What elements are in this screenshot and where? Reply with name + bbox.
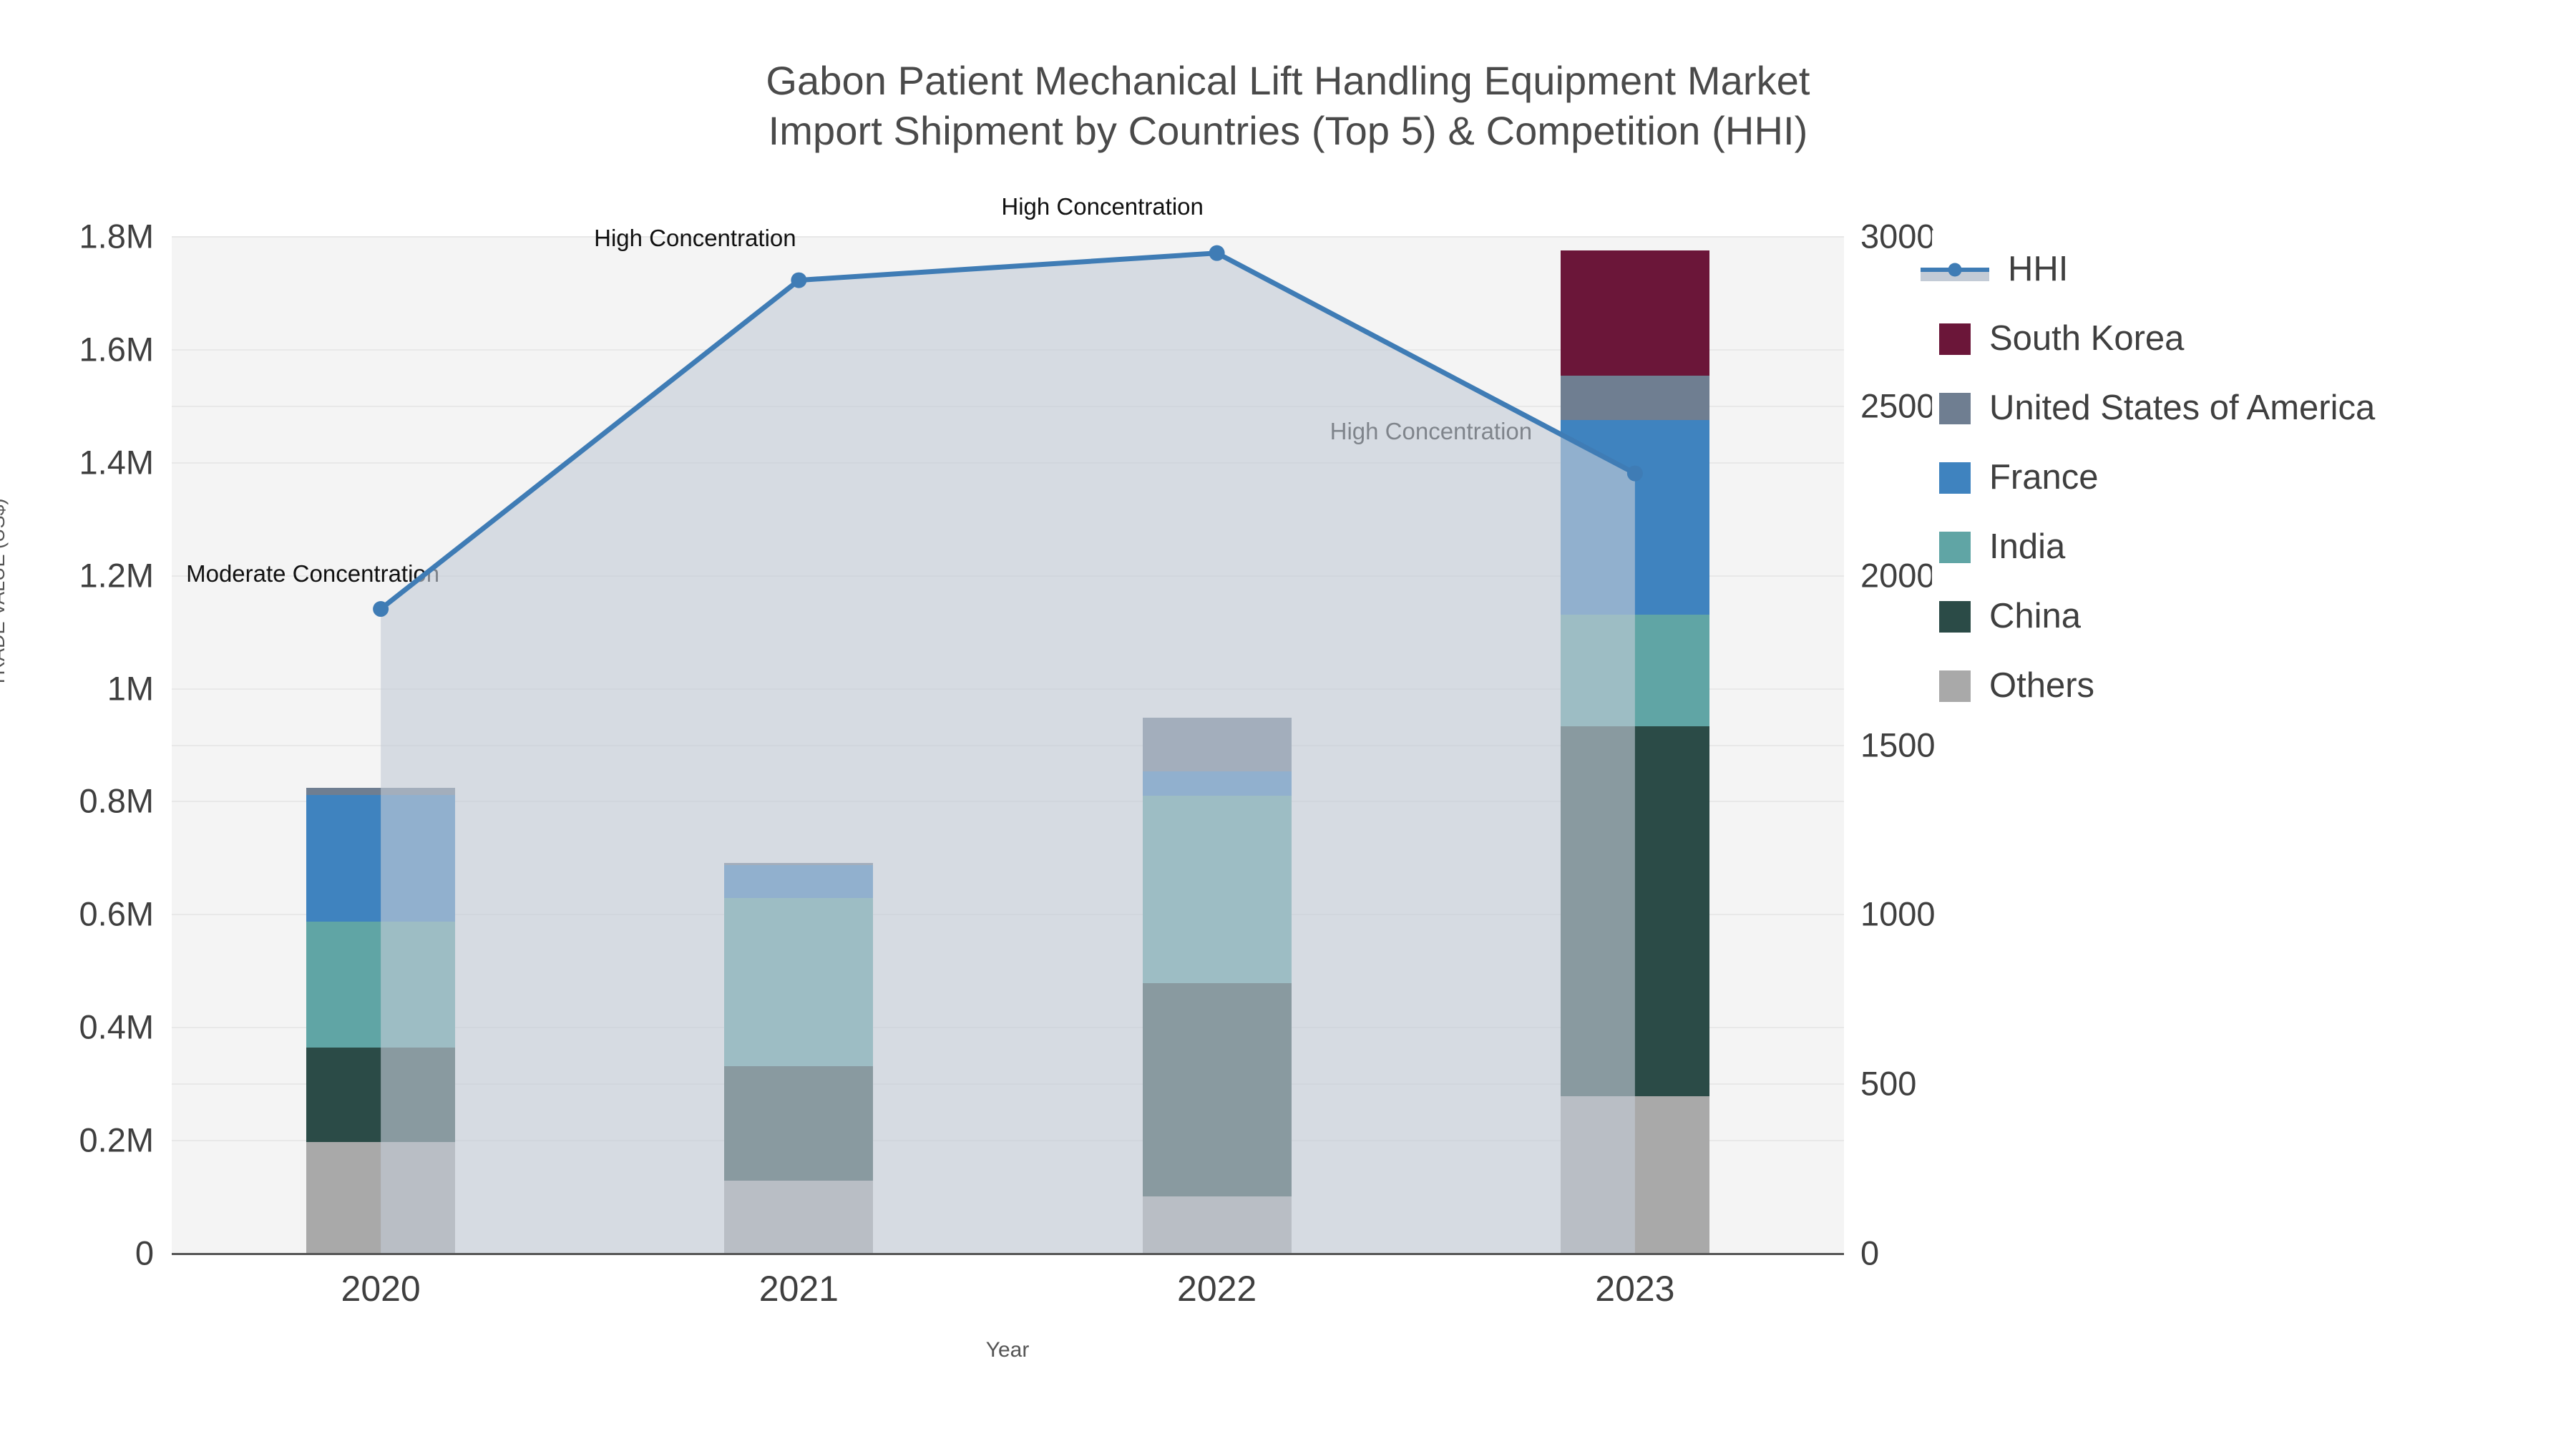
chart-title: Gabon Patient Mechanical Lift Handling E… xyxy=(0,56,2576,156)
legend-color-swatch xyxy=(1939,670,1971,702)
bar-segment[interactable] xyxy=(1560,375,1709,420)
x-axis-tick-label: 2022 xyxy=(1177,1269,1257,1309)
hhi-annotation-label: High Concentration xyxy=(1001,192,1204,220)
y-axis-left-tick-label: 1.6M xyxy=(79,330,155,369)
bar-segment[interactable] xyxy=(1560,726,1709,1097)
bar-segment[interactable] xyxy=(1560,250,1709,376)
legend-color-swatch xyxy=(1939,462,1971,494)
x-axis-title: Year xyxy=(985,1338,1030,1362)
y-axis-right-tick-label: 500 xyxy=(1860,1064,1917,1103)
y-axis-left-tick-label: 0.4M xyxy=(79,1008,155,1046)
bar-segment[interactable] xyxy=(1142,982,1292,1197)
y-axis-left-tick-label: 1.2M xyxy=(79,556,155,595)
bar-segment[interactable] xyxy=(724,1066,874,1181)
legend-item-label: Others xyxy=(1989,666,2095,705)
y-axis-right-tick-label: 1500 xyxy=(1860,726,1936,763)
legend-color-swatch xyxy=(1939,323,1971,355)
y-axis-left-tick-label: 0.8M xyxy=(79,781,155,820)
hhi-annotation-label: High Concentration xyxy=(1330,417,1533,444)
y-axis-left-tick-label: 0 xyxy=(135,1234,154,1272)
legend-item-label: United States of America xyxy=(1989,389,2376,427)
bar-segment[interactable] xyxy=(306,1142,456,1253)
legend-item[interactable]: China xyxy=(1939,582,2375,651)
bar-segment[interactable] xyxy=(306,788,456,795)
legend-color-swatch xyxy=(1939,392,1971,424)
bar-segment[interactable] xyxy=(306,794,456,922)
hhi-annotation-label: Moderate Concentration xyxy=(186,560,440,587)
legend-color-swatch xyxy=(1939,600,1971,633)
chart-title-line-1: Gabon Patient Mechanical Lift Handling E… xyxy=(766,58,1810,103)
hhi-annotation-label: High Concentration xyxy=(594,224,796,251)
bar-segment[interactable] xyxy=(306,922,456,1048)
legend-item-label: HHI xyxy=(2008,250,2069,288)
bar-segment[interactable] xyxy=(1560,614,1709,727)
bar-segment[interactable] xyxy=(724,865,874,899)
bar-segment[interactable] xyxy=(1142,717,1292,771)
legend-item[interactable]: Others xyxy=(1939,651,2375,721)
x-axis-tick-label: 2021 xyxy=(758,1269,839,1309)
gridline xyxy=(172,236,1844,238)
bar-segment[interactable] xyxy=(724,863,874,866)
legend-item-label: France xyxy=(1989,458,2099,497)
y-axis-right-tick-label: 3000 xyxy=(1860,217,1936,255)
y-axis-left-tick-label: 0.2M xyxy=(79,1121,155,1159)
legend-line-marker-icon xyxy=(1921,254,1989,286)
y-axis-right-tick-label: 1000 xyxy=(1860,894,1936,933)
y-axis-left-tick-label: 1M xyxy=(107,669,154,708)
y-axis-title-left: TRADE VALUE (US$) xyxy=(0,498,9,687)
legend-item[interactable]: South Korea xyxy=(1939,304,2375,374)
x-axis-tick-label: 2023 xyxy=(1595,1269,1675,1309)
bar-segment[interactable] xyxy=(1560,419,1709,615)
legend-item-label: China xyxy=(1989,597,2082,635)
y-axis-right-tick-label: 0 xyxy=(1860,1234,1880,1272)
legend-line-dot xyxy=(1948,263,1962,276)
legend: HHI South Korea United States of America Fr… xyxy=(1921,230,2383,728)
chart-title-line-2: Import Shipment by Countries (Top 5) & C… xyxy=(768,108,1808,153)
legend-item[interactable]: France xyxy=(1939,443,2375,512)
bar-segment[interactable] xyxy=(1142,795,1292,983)
y-axis-right-tick-label: 2500 xyxy=(1860,386,1936,425)
y-axis-left-tick-label: 0.6M xyxy=(79,894,155,933)
bar-segment[interactable] xyxy=(724,1180,874,1253)
y-axis-right-tick-label: 2000 xyxy=(1860,556,1936,595)
x-axis-tick-label: 2020 xyxy=(341,1269,421,1309)
legend-item[interactable]: United States of America xyxy=(1939,374,2375,443)
legend-item-label: South Korea xyxy=(1989,319,2185,358)
bar-segment[interactable] xyxy=(1142,1196,1292,1253)
y-axis-left-tick-label: 1.8M xyxy=(79,217,155,255)
legend-item[interactable]: HHI xyxy=(1921,235,2375,304)
legend-item[interactable]: India xyxy=(1939,512,2375,582)
bar-segment[interactable] xyxy=(724,898,874,1067)
legend-item-label: India xyxy=(1989,527,2066,566)
x-axis-line xyxy=(172,1253,1844,1255)
bar-segment[interactable] xyxy=(1142,771,1292,796)
legend-color-swatch xyxy=(1939,531,1971,563)
bar-segment[interactable] xyxy=(306,1047,456,1143)
y-axis-left-tick-label: 1.4M xyxy=(79,443,155,482)
bar-segment[interactable] xyxy=(1560,1096,1709,1253)
